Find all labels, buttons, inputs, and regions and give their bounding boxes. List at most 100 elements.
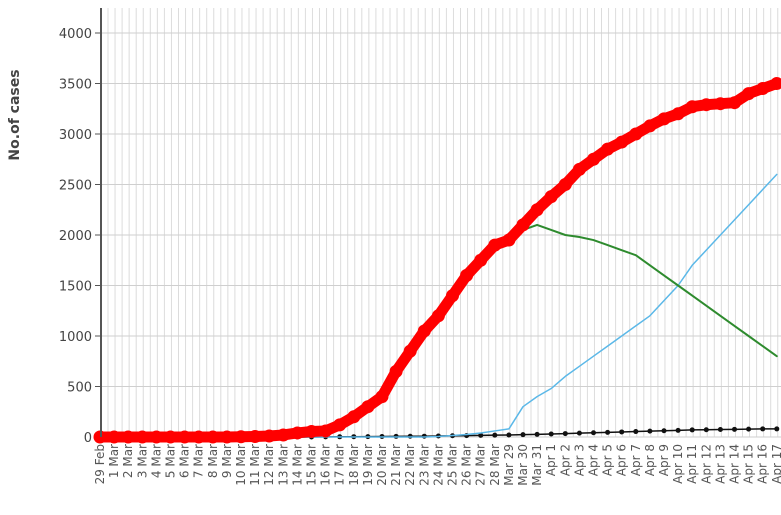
data-point (685, 100, 699, 114)
data-point (562, 431, 568, 437)
data-point (431, 309, 445, 323)
x-tick-label: 23 Mar (417, 444, 431, 486)
x-tick-label: 12 Mar (262, 444, 276, 486)
x-tick-label: 28 Mar (488, 444, 502, 486)
data-point (605, 429, 611, 435)
data-point (629, 127, 643, 141)
x-tick-label: 17 Mar (333, 444, 347, 486)
x-tick-label: 27 Mar (474, 444, 488, 486)
data-point (262, 429, 276, 443)
data-point (661, 428, 667, 434)
data-point (276, 428, 290, 442)
x-tick-label: 3 Mar (135, 444, 149, 478)
data-point (742, 87, 756, 101)
x-tick-label: Apr 13 (713, 444, 727, 484)
x-tick-label: 2 Mar (121, 444, 135, 478)
x-tick-label: 21 Mar (389, 444, 403, 486)
x-tick-label: 11 Mar (248, 444, 262, 486)
data-point (234, 430, 248, 444)
x-tick-label: 16 Mar (319, 444, 333, 486)
data-point (615, 135, 629, 149)
data-point (633, 429, 639, 435)
data-point (619, 429, 625, 435)
data-point (760, 426, 766, 432)
y-tick-label: 1000 (59, 330, 92, 345)
data-point (576, 430, 582, 436)
x-tick-label: 1 Mar (107, 444, 121, 478)
data-point (756, 82, 770, 96)
data-point (135, 430, 149, 444)
data-point (446, 289, 459, 303)
x-tick-label: Apr 6 (615, 444, 629, 476)
x-tick-label: 24 Mar (431, 444, 445, 486)
x-tick-label: 10 Mar (234, 444, 248, 486)
x-tick-label: Apr 9 (657, 444, 671, 476)
data-point (375, 390, 389, 404)
data-point (548, 431, 554, 437)
x-tick-label: Apr 16 (756, 444, 770, 484)
y-tick-label: 2500 (59, 179, 92, 194)
data-point (319, 424, 333, 438)
data-point (389, 364, 403, 378)
data-point (689, 427, 695, 433)
data-point (520, 432, 526, 438)
x-tick-label: Apr 4 (587, 444, 601, 476)
data-point (657, 112, 671, 126)
x-tick-label: Apr 14 (728, 444, 742, 484)
series-0 (93, 77, 781, 444)
data-point (220, 430, 234, 444)
data-point (492, 432, 498, 438)
x-tick-label: Mar 29 (502, 444, 516, 486)
data-point (149, 430, 163, 444)
data-point (530, 203, 544, 217)
y-tick-label: 1500 (59, 280, 92, 295)
data-point (248, 429, 262, 443)
data-point (290, 426, 304, 440)
data-point (178, 430, 192, 444)
y-tick-labels: 0 500 1000 1500 2000 2500 3000 3500 4000 (59, 27, 92, 446)
data-point (474, 253, 488, 267)
x-tick-label: 26 Mar (460, 444, 474, 486)
data-point (675, 427, 681, 433)
data-point (713, 97, 727, 111)
data-point (460, 268, 474, 282)
y-tick-label: 500 (67, 381, 92, 396)
y-axis-title: No.of cases (7, 69, 23, 160)
data-point (534, 431, 540, 437)
data-point (558, 178, 572, 191)
x-tick-label: Apr 12 (699, 444, 713, 484)
x-tick-label: 29 Feb (93, 444, 107, 484)
data-point (506, 432, 512, 438)
data-point (478, 432, 484, 438)
data-point (601, 142, 615, 156)
data-point (728, 96, 741, 110)
data-point (333, 418, 347, 432)
y-tick-label: 2000 (59, 229, 92, 244)
data-point (121, 430, 135, 444)
x-tick-label: Apr 11 (685, 444, 699, 484)
x-tick-label: 5 Mar (164, 444, 178, 478)
data-point (717, 427, 723, 433)
data-point (699, 98, 713, 112)
x-tick-label: Apr 5 (601, 444, 615, 476)
x-tick-label: Apr 1 (544, 444, 558, 476)
data-point (403, 344, 417, 358)
data-point (770, 77, 781, 90)
y-tick-label: 3000 (59, 128, 92, 143)
x-tick-label: 18 Mar (347, 444, 361, 486)
x-tick-label: 9 Mar (220, 444, 234, 478)
x-tick-label: Apr 3 (572, 444, 586, 476)
y-tick-label: 3500 (59, 78, 92, 93)
x-tick-label: Apr 7 (629, 444, 643, 476)
data-point (643, 119, 657, 133)
x-tick-label: 8 Mar (206, 444, 220, 478)
x-tick-label: 6 Mar (178, 444, 192, 478)
y-tick-label: 0 (84, 431, 92, 446)
data-point (361, 400, 375, 414)
x-tick-label: 13 Mar (276, 444, 290, 486)
data-point (347, 410, 361, 424)
data-point (703, 427, 709, 433)
data-point (671, 107, 685, 121)
data-point (164, 430, 177, 444)
